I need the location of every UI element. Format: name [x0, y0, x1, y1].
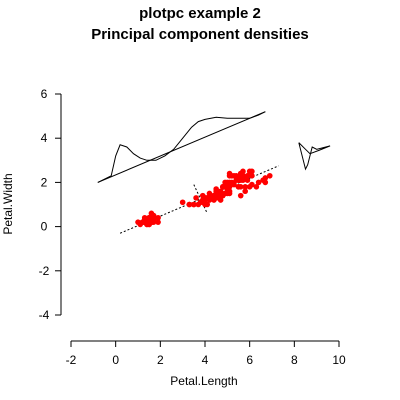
pc1-density-curve: [97, 111, 266, 183]
x-tick-label: -2: [66, 353, 77, 367]
data-point: [237, 192, 244, 199]
data-point: [195, 201, 202, 208]
data-point: [229, 172, 235, 179]
data-point: [233, 177, 240, 183]
data-point: [144, 219, 150, 225]
y-axis: -4 -2 0 2 4 6: [39, 87, 62, 322]
y-axis-label: Petal.Width: [1, 173, 15, 234]
data-point: [249, 172, 255, 179]
data-point: [155, 214, 161, 221]
plot-area: [97, 111, 331, 234]
chart-title: plotpc example 2: [139, 5, 261, 22]
x-tick-label: 6: [246, 353, 253, 367]
x-tick-label: 10: [332, 353, 346, 367]
y-tick-label: 6: [41, 87, 48, 101]
x-axis-label: Petal.Length: [170, 374, 237, 388]
x-tick-label: 0: [112, 353, 119, 367]
x-tick-label: 8: [291, 353, 298, 367]
pc2-axis-line: [193, 184, 208, 214]
data-point: [262, 175, 269, 181]
x-tick-label: 4: [202, 353, 209, 367]
data-point: [235, 184, 242, 190]
data-point: [155, 219, 161, 225]
y-tick-label: 4: [41, 131, 48, 145]
data-point: [148, 210, 155, 217]
data-point: [215, 192, 222, 199]
data-point: [249, 168, 255, 175]
y-tick-label: 0: [41, 220, 48, 234]
data-point: [233, 172, 240, 179]
x-tick-label: 2: [157, 353, 164, 367]
data-point: [249, 181, 255, 188]
data-point: [242, 184, 248, 190]
data-point: [179, 199, 186, 206]
y-tick-label: -4: [39, 308, 50, 322]
data-point: [208, 195, 215, 201]
data-point: [191, 201, 197, 208]
data-point: [226, 184, 233, 190]
data-point: [244, 172, 251, 179]
data-point: [186, 201, 193, 208]
data-point: [266, 172, 273, 179]
y-tick-label: -2: [39, 264, 50, 278]
data-point: [204, 195, 211, 201]
data-point: [242, 188, 248, 195]
pc1-density-baseline: [97, 111, 266, 183]
data-point: [253, 184, 260, 190]
data-point: [206, 190, 213, 197]
data-point: [255, 179, 262, 186]
data-point: [226, 190, 233, 197]
data-point: [240, 168, 246, 175]
data-point: [135, 219, 141, 225]
pc2-density-curve: [298, 142, 331, 171]
data-point: [217, 197, 224, 203]
x-axis: -2 0 2 4 6 8 10: [66, 340, 346, 367]
data-point: [193, 195, 199, 201]
data-point: [220, 184, 226, 190]
data-point: [237, 175, 244, 181]
chart-subtitle: Principal component densities: [91, 26, 309, 43]
y-tick-label: 2: [41, 175, 48, 189]
data-point: [213, 186, 219, 192]
data-point: [204, 201, 211, 208]
data-point: [262, 179, 269, 186]
data-point: [229, 179, 235, 186]
